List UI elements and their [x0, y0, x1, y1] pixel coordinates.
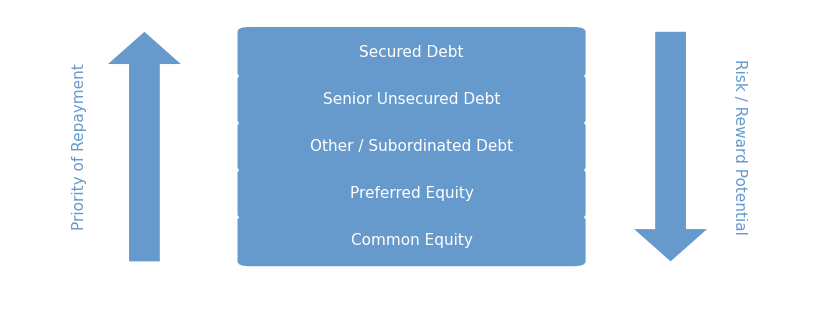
FancyBboxPatch shape — [237, 215, 586, 266]
Text: Other / Subordinated Debt: Other / Subordinated Debt — [310, 139, 513, 154]
FancyBboxPatch shape — [237, 168, 586, 219]
Text: Preferred Equity: Preferred Equity — [350, 186, 474, 201]
Text: Priority of Repayment: Priority of Repayment — [73, 63, 87, 230]
Polygon shape — [634, 32, 707, 261]
FancyBboxPatch shape — [237, 74, 586, 125]
Text: Senior Unsecured Debt: Senior Unsecured Debt — [323, 92, 500, 107]
FancyBboxPatch shape — [237, 27, 586, 78]
FancyBboxPatch shape — [237, 121, 586, 172]
Text: Secured Debt: Secured Debt — [359, 45, 464, 60]
Text: Risk / Reward Potential: Risk / Reward Potential — [732, 59, 747, 235]
Polygon shape — [108, 32, 181, 261]
Text: Common Equity: Common Equity — [350, 233, 473, 248]
